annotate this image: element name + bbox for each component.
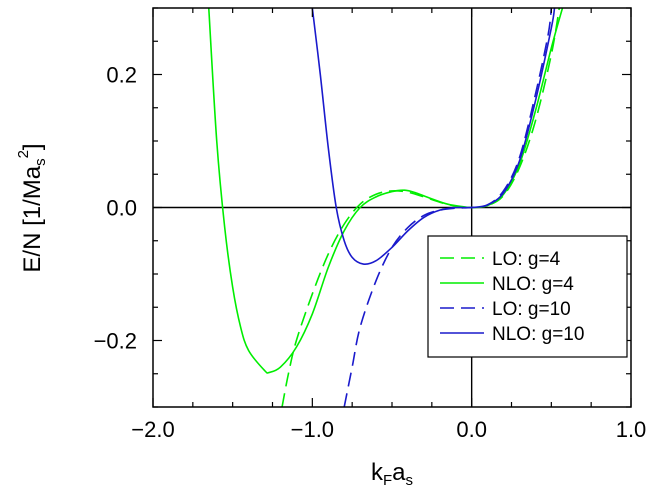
series-line-1 <box>281 8 561 407</box>
legend-label: NLO: g=10 <box>492 324 584 345</box>
y-tick-label: 0.2 <box>106 63 137 88</box>
y-axis-label-sub: s <box>32 158 49 166</box>
y-tick-label: 0.0 <box>106 196 137 221</box>
tick-labels: −2.0 −1.0 0.0 1.0 −0.2 0.0 0.2 <box>94 63 647 443</box>
series-layer <box>207 8 564 407</box>
y-axis-label: E/N [1/Mas2] <box>15 143 49 272</box>
x-tick-label: −2.0 <box>131 417 174 442</box>
x-axis-label-main: k <box>371 459 384 486</box>
series-line-2 <box>207 8 564 374</box>
legend-label: LO: g=4 <box>492 249 561 270</box>
y-axis-label-main: E/N [1/Ma <box>19 165 46 272</box>
x-tick-label: 1.0 <box>616 417 647 442</box>
x-tick-label: 0.0 <box>456 417 487 442</box>
y-tick-label: −0.2 <box>94 329 137 354</box>
x-axis-label-sub1: F <box>383 472 392 489</box>
x-axis-label: kFas <box>371 459 413 489</box>
x-tick-label: −1.0 <box>291 417 334 442</box>
y-axis-label-end: ] <box>19 143 46 150</box>
legend-label: NLO: g=4 <box>492 274 574 295</box>
x-axis-label-mid: a <box>392 459 406 486</box>
legend-label: LO: g=10 <box>492 299 571 320</box>
y-axis-label-sup: 2 <box>15 150 32 158</box>
legend: LO: g=4 NLO: g=4 LO: g=10 NLO: g=10 <box>427 235 628 358</box>
series-line-4 <box>311 8 556 265</box>
legend-box <box>427 235 628 358</box>
x-axis-label-sub2: s <box>406 472 414 489</box>
